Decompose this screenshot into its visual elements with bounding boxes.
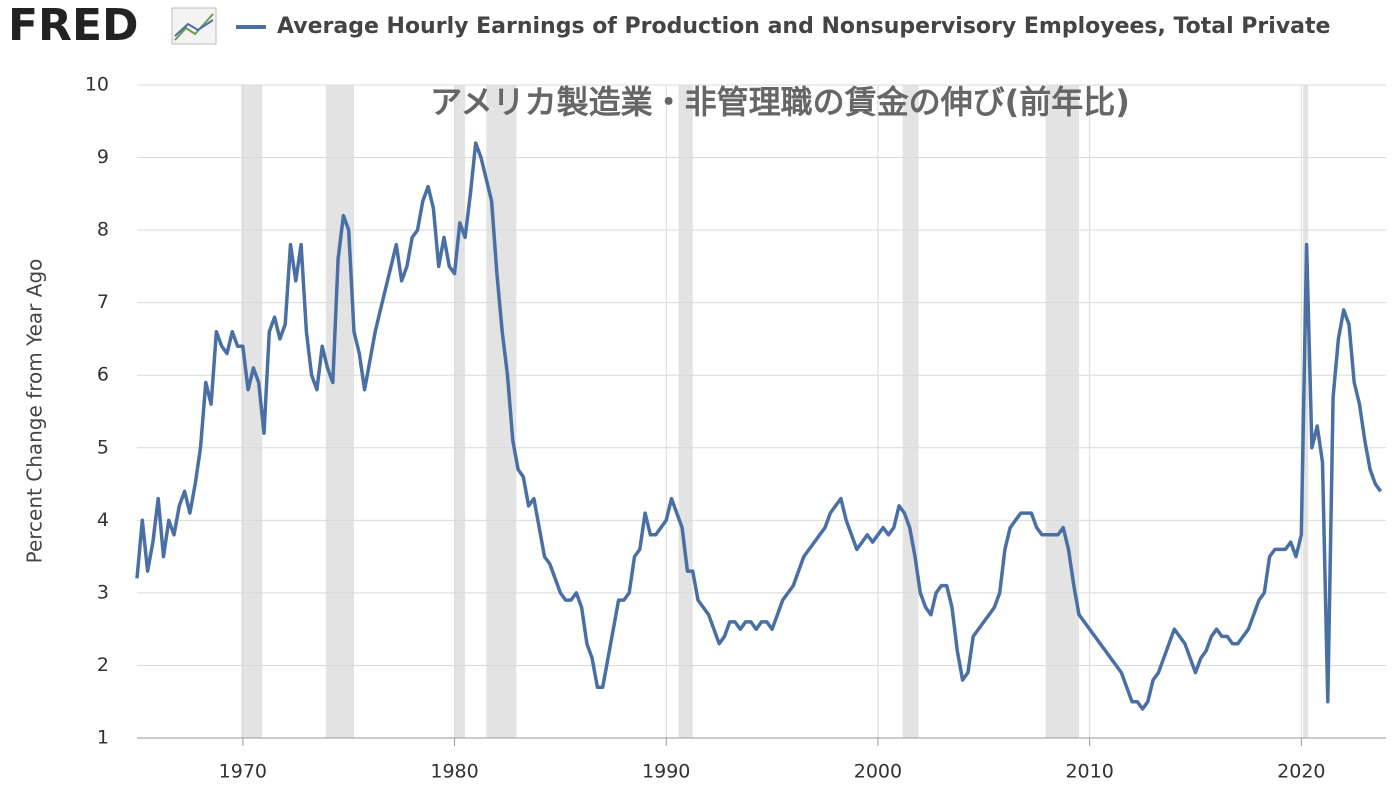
- recession-band: [325, 85, 354, 738]
- y-tick-label: 1: [97, 727, 109, 749]
- recession-band: [454, 85, 466, 738]
- y-tick-label: 7: [97, 291, 109, 313]
- recession-band: [902, 85, 919, 738]
- y-tick-label: 8: [97, 219, 109, 241]
- x-tick-label: 1990: [642, 761, 690, 783]
- y-tick-label: 3: [97, 581, 109, 603]
- annotation: アメリカ製造業・非管理職の賃金の伸び(前年比): [430, 83, 1130, 121]
- y-tick-label: 6: [97, 364, 109, 386]
- recession-band: [1045, 85, 1080, 738]
- x-tick-label: 2000: [854, 761, 902, 783]
- recession-band: [241, 85, 263, 738]
- x-tick-label: 2010: [1065, 761, 1113, 783]
- y-axis-label: Percent Change from Year Ago: [23, 259, 47, 564]
- recession-band: [678, 85, 693, 738]
- x-tick-label: 2020: [1277, 761, 1325, 783]
- recession-band: [1303, 85, 1309, 738]
- logo: FRED: [8, 0, 139, 51]
- x-tick-label: 1980: [430, 761, 478, 783]
- y-tick-label: 10: [85, 74, 109, 96]
- logo-icon: [171, 7, 217, 45]
- y-tick-label: 2: [97, 654, 109, 676]
- y-tick-label: 4: [97, 509, 109, 531]
- line-series: [135, 141, 1383, 711]
- y-tick-label: 5: [97, 436, 109, 458]
- x-tick-label: 1970: [219, 761, 267, 783]
- legend-label: Average Hourly Earnings of Production an…: [277, 14, 1330, 39]
- y-tick-label: 9: [97, 146, 109, 168]
